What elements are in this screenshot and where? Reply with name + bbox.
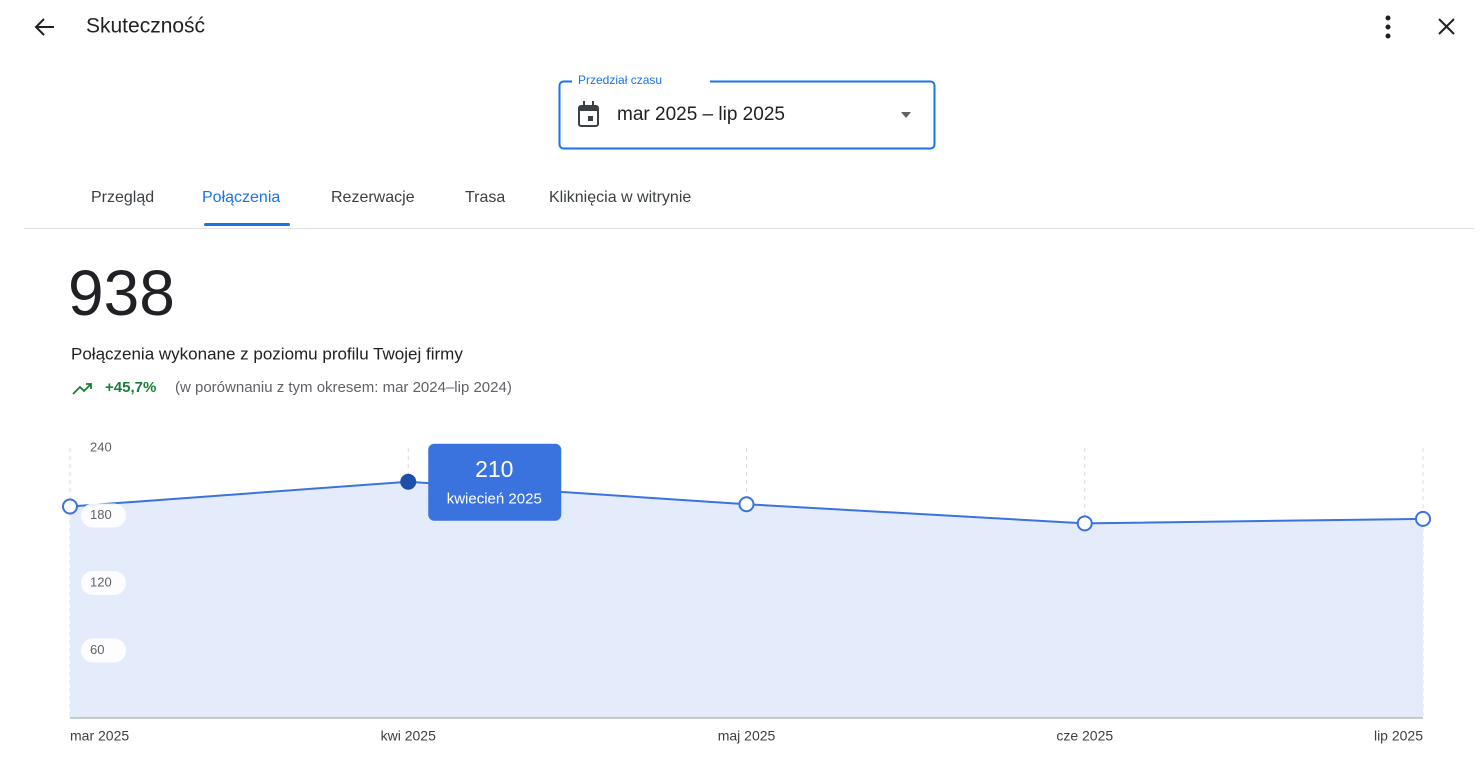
y-tick-label: 240 [90, 439, 112, 454]
x-tick-label: kwi 2025 [381, 728, 436, 744]
tooltip-label: kwiecień 2025 [447, 491, 542, 508]
x-tick-label: lip 2025 [1374, 728, 1423, 744]
date-range-label: Przedział czasu [578, 73, 662, 87]
y-tick-pill [81, 503, 126, 528]
tab[interactable]: Rezerwacje [331, 189, 415, 206]
x-tick-label: maj 2025 [718, 728, 776, 744]
y-tick-label: 60 [90, 642, 104, 657]
description: Połączenia wykonane z poziomu profilu Tw… [71, 344, 463, 363]
y-tick-pill [81, 436, 126, 460]
tab[interactable]: Kliknięcia w witrynie [549, 189, 691, 206]
area [70, 481, 1423, 718]
data-point[interactable] [1415, 510, 1431, 527]
date-range-picker[interactable]: Przedział czasu mar 2025 – lip 2025 [558, 73, 936, 150]
date-range-value: mar 2025 – lip 2025 [617, 104, 785, 125]
more-menu[interactable] [1385, 15, 1391, 39]
chart: 60 120 180 240 mar 2025 kwi 2025 maj 2025 cze 2… [62, 436, 1431, 744]
tab-active[interactable]: Połączenia [202, 189, 280, 206]
back-button[interactable] [34, 18, 54, 36]
x-tick-label: cze 2025 [1056, 728, 1113, 744]
tooltip [428, 443, 562, 521]
tab-bar: Przegląd Połączenia Rezerwacje Trasa Kli… [24, 189, 1474, 229]
change: +45,7% [105, 379, 156, 396]
close-button[interactable] [1438, 18, 1455, 35]
comparison: (w porównaniu z tym okresem: mar 2024–li… [175, 379, 512, 396]
total-value: 938 [68, 257, 175, 329]
data-point[interactable] [400, 473, 417, 490]
y-tick-label: 180 [90, 507, 112, 522]
y-tick-pill [81, 571, 126, 595]
y-tick-label: 120 [90, 574, 112, 589]
tooltip-value: 210 [475, 456, 513, 482]
y-tick-pill [81, 638, 126, 663]
tab[interactable]: Trasa [465, 189, 505, 206]
data-point[interactable] [1076, 515, 1093, 532]
page-title: Skuteczność [86, 15, 205, 38]
x-tick-label: mar 2025 [70, 728, 129, 744]
data-point[interactable] [62, 498, 78, 515]
tab[interactable]: Przegląd [91, 189, 154, 206]
data-point[interactable] [738, 496, 755, 513]
